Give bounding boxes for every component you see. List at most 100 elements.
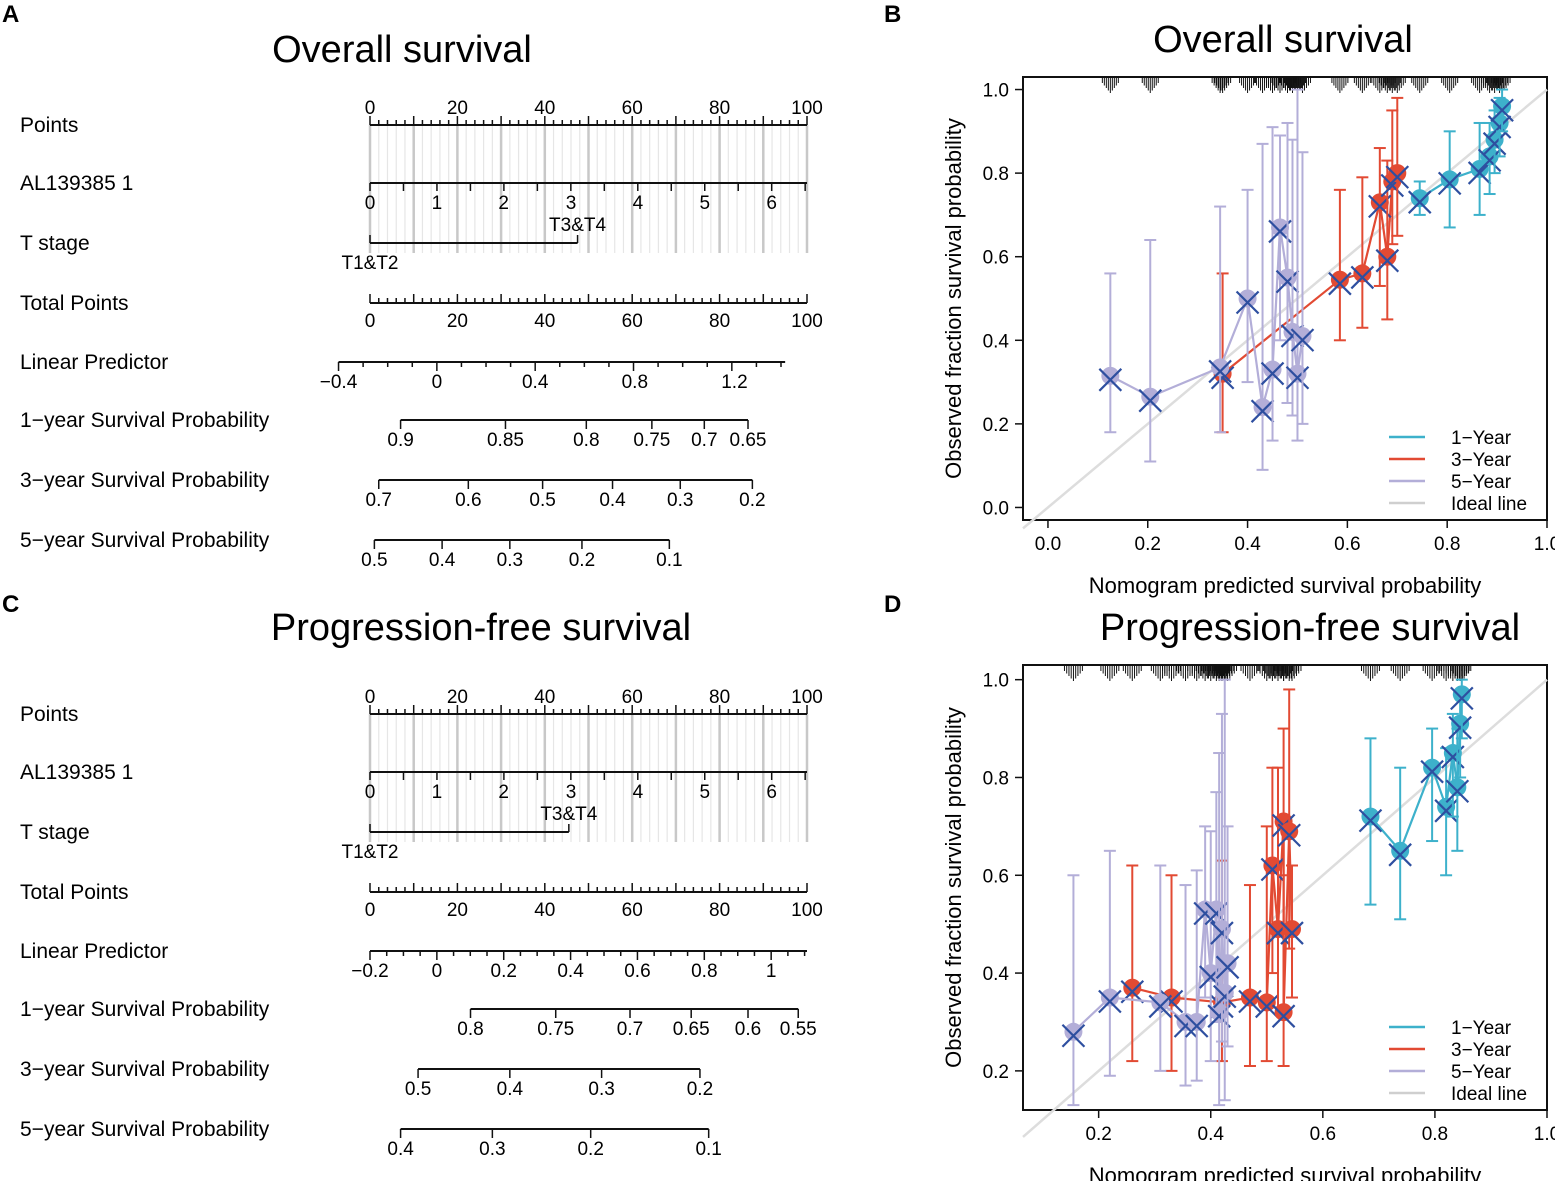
row-label: Total Points	[20, 292, 129, 315]
data-point	[1263, 360, 1282, 379]
tick-label: 0.8	[691, 961, 717, 982]
km-cross	[1407, 190, 1432, 214]
data-point	[1212, 920, 1231, 939]
tick-label: 0.7	[691, 430, 717, 451]
km-cross	[1250, 399, 1275, 423]
series-2	[1210, 96, 1410, 434]
legend-label: Ideal line	[1451, 1084, 1527, 1105]
data-point	[1493, 97, 1512, 116]
tick-label: 3	[566, 782, 577, 803]
km-cross	[1204, 901, 1229, 926]
tick-label: 0.2	[491, 961, 517, 982]
tick-label: 40	[534, 900, 555, 921]
tick-label: 0.85	[487, 430, 524, 451]
km-cross	[1235, 290, 1260, 315]
x-tick-label: 0.6	[1310, 1124, 1336, 1145]
tick-label: 0.4	[387, 1139, 414, 1160]
x-tick-label: 0.2	[1135, 534, 1161, 555]
y-tick-label: 0.8	[983, 164, 1009, 185]
row-label: 5−year Survival Probability	[20, 529, 270, 552]
tick-label: 40	[534, 687, 555, 708]
data-point	[1370, 193, 1389, 212]
x-axis-label: Nomogram predicted survival probability	[1089, 1163, 1482, 1181]
tick-label: 0.3	[479, 1139, 505, 1160]
data-point	[1240, 988, 1259, 1007]
data-point	[1283, 920, 1302, 939]
tick-label: 0.3	[667, 490, 693, 511]
x-tick-label: 0.4	[1198, 1124, 1225, 1145]
tick-label: 0.2	[569, 550, 595, 571]
tick-label: 0.65	[673, 1019, 710, 1040]
panel-letter-a: A	[2, 1, 19, 28]
legend-label: 5−Year	[1451, 472, 1512, 493]
calibration-plot-progression-free-survival: 0.2 0.4 0.6 0.8 1.0 0.2 0.4 0.6 0.8 1.0 Nomogram p…	[941, 664, 1555, 1181]
row-label: 1−year Survival Probability	[20, 409, 270, 432]
panel-title-a: Overall survival	[272, 29, 532, 71]
tick-label: 60	[622, 900, 643, 921]
km-cross	[1210, 921, 1234, 945]
series-2	[1120, 688, 1304, 1072]
x-tick-label: 1.0	[1534, 1124, 1555, 1145]
level-label: T3&T4	[540, 804, 597, 825]
tick-label: 1	[766, 961, 777, 982]
data-point	[1388, 164, 1407, 183]
km-cross	[1450, 686, 1474, 711]
data-point	[1100, 988, 1119, 1007]
series-1	[1407, 88, 1514, 229]
data-point	[1330, 270, 1349, 289]
km-cross	[1260, 361, 1285, 386]
data-point	[1218, 954, 1237, 973]
tick-label: 80	[709, 687, 730, 708]
row-label: T stage	[20, 232, 90, 255]
y-tick-label: 0.4	[983, 964, 1010, 985]
tick-label: 20	[447, 687, 468, 708]
tick-label: 20	[447, 98, 468, 119]
km-cross	[1098, 368, 1123, 392]
y-tick-label: 0.6	[983, 248, 1009, 269]
tick-label: 0	[365, 193, 376, 214]
row-label: AL139385 1	[20, 761, 133, 784]
tick-label: 0	[365, 98, 376, 119]
level-label: T1&T2	[341, 842, 398, 863]
km-cross	[1375, 248, 1400, 273]
tick-label: 5	[699, 782, 710, 803]
tick-label: 0.55	[780, 1019, 817, 1040]
data-point	[1238, 289, 1257, 308]
tick-label: 0.2	[739, 490, 765, 511]
legend-label: 1−Year	[1451, 428, 1512, 449]
ideal-line	[1022, 88, 1548, 530]
calibration-plot-overall-survival: 0.0 0.2 0.4 0.6 0.8 1.0 0.0 0.2 0.4 0.6 0.8 1.0 Nomo…	[941, 76, 1555, 598]
tick-label: 80	[709, 900, 730, 921]
tick-label: 0	[432, 961, 443, 982]
data-point	[1123, 978, 1142, 997]
tick-label: 0.65	[730, 430, 767, 451]
tick-label: 60	[622, 311, 643, 332]
tick-label: 0.7	[617, 1019, 643, 1040]
tick-label: 0.8	[573, 430, 599, 451]
rug	[1063, 665, 1472, 681]
km-cross	[1255, 994, 1279, 1019]
tick-label: 0.3	[588, 1079, 614, 1100]
tick-label: 0.75	[537, 1019, 574, 1040]
data-point	[1391, 841, 1410, 860]
km-cross	[1437, 171, 1462, 196]
km-cross	[1350, 265, 1375, 290]
data-point	[1361, 807, 1380, 826]
data-point	[1141, 387, 1160, 406]
tick-label: 1	[432, 193, 443, 214]
tick-label: 0	[365, 900, 376, 921]
km-cross	[1388, 843, 1412, 867]
km-cross	[1148, 994, 1173, 1019]
tick-label: 0.2	[577, 1139, 603, 1160]
legend-label: 1−Year	[1451, 1018, 1512, 1039]
tick-label: 0	[365, 782, 376, 803]
tick-label: 0.8	[457, 1019, 483, 1040]
km-cross	[1212, 984, 1237, 1009]
series-3	[1061, 678, 1240, 1107]
series-3	[1098, 88, 1315, 471]
tick-label: 60	[622, 687, 643, 708]
km-cross	[1467, 161, 1492, 185]
data-point	[1280, 822, 1299, 841]
data-point	[1410, 189, 1429, 208]
km-cross	[1061, 1023, 1086, 1048]
